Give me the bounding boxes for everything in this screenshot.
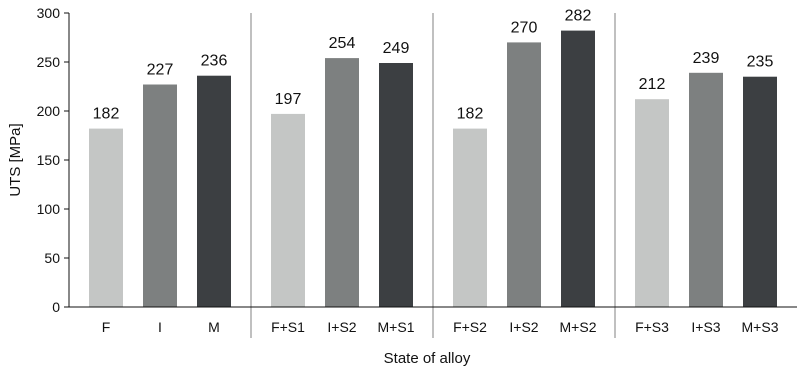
x-tick-f-plus-s3: F+S3	[635, 319, 669, 335]
x-tick-i: I	[158, 319, 162, 335]
data-label-m: 236	[201, 53, 228, 70]
y-tick-100: 100	[37, 201, 61, 217]
x-tick-m-plus-s2: M+S2	[560, 319, 597, 335]
y-tick-labels: 0 50 100 150 200 250 300	[37, 5, 61, 315]
data-label-i: 227	[147, 62, 174, 79]
y-tick-0: 0	[52, 299, 60, 315]
axes-layer	[64, 12, 797, 308]
bar-m-plus-s2	[561, 30, 595, 307]
x-tick-i-plus-s3: I+S3	[691, 319, 720, 335]
y-tick-300: 300	[37, 5, 61, 21]
data-label-i-plus-s3: 239	[693, 50, 720, 67]
data-label-i-plus-s2: 270	[511, 19, 538, 36]
bar-m	[197, 75, 231, 307]
data-label-i-plus-s2: 254	[329, 35, 356, 52]
x-tick-m-plus-s1: M+S1	[378, 319, 415, 335]
x-tick-m-plus-s3: M+S3	[742, 319, 779, 335]
x-tick-i-plus-s2: I+S2	[327, 319, 356, 335]
bar-m-plus-s1	[379, 63, 413, 307]
bar-i-plus-s3	[689, 72, 723, 307]
x-tick-f: F	[102, 319, 111, 335]
x-axis-title: State of alloy	[384, 350, 471, 367]
data-label-m-plus-s3: 235	[747, 54, 774, 71]
y-axis-title: UTS [MPa]	[7, 123, 24, 196]
y-tick-50: 50	[44, 250, 60, 266]
bar-i-plus-s2	[507, 42, 541, 308]
bar-f-plus-s1	[271, 113, 305, 308]
bar-f-plus-s2	[453, 128, 487, 307]
bar-f-plus-s3	[635, 99, 669, 307]
data-label-m-plus-s2: 282	[565, 8, 592, 25]
x-tick-i-plus-s2: I+S2	[509, 319, 538, 335]
bar-i-plus-s2	[325, 58, 359, 307]
x-tick-f-plus-s1: F+S1	[271, 319, 305, 335]
bars-layer	[89, 30, 777, 308]
bar-m-plus-s3	[743, 76, 777, 307]
bar-i	[143, 84, 177, 307]
group-dividers	[250, 13, 616, 338]
data-label-f-plus-s2: 182	[457, 106, 484, 123]
y-tick-200: 200	[37, 103, 61, 119]
x-tick-f-plus-s2: F+S2	[453, 319, 487, 335]
data-label-f-plus-s3: 212	[639, 76, 666, 93]
data-labels: 182 227 236 197 254 249 182 270 282 212 239 235	[93, 8, 774, 123]
x-tick-labels: F I M F+S1 I+S2 M+S1 F+S2 I+S2 M+S2 F+S3 I+S3 M+S3	[102, 319, 779, 335]
y-tick-150: 150	[37, 152, 61, 168]
x-tick-m: M	[208, 319, 220, 335]
data-label-f: 182	[93, 106, 120, 123]
bar-f	[89, 128, 123, 307]
data-label-f-plus-s1: 197	[275, 91, 302, 108]
y-tick-250: 250	[37, 54, 61, 70]
data-label-m-plus-s1: 249	[383, 40, 410, 57]
